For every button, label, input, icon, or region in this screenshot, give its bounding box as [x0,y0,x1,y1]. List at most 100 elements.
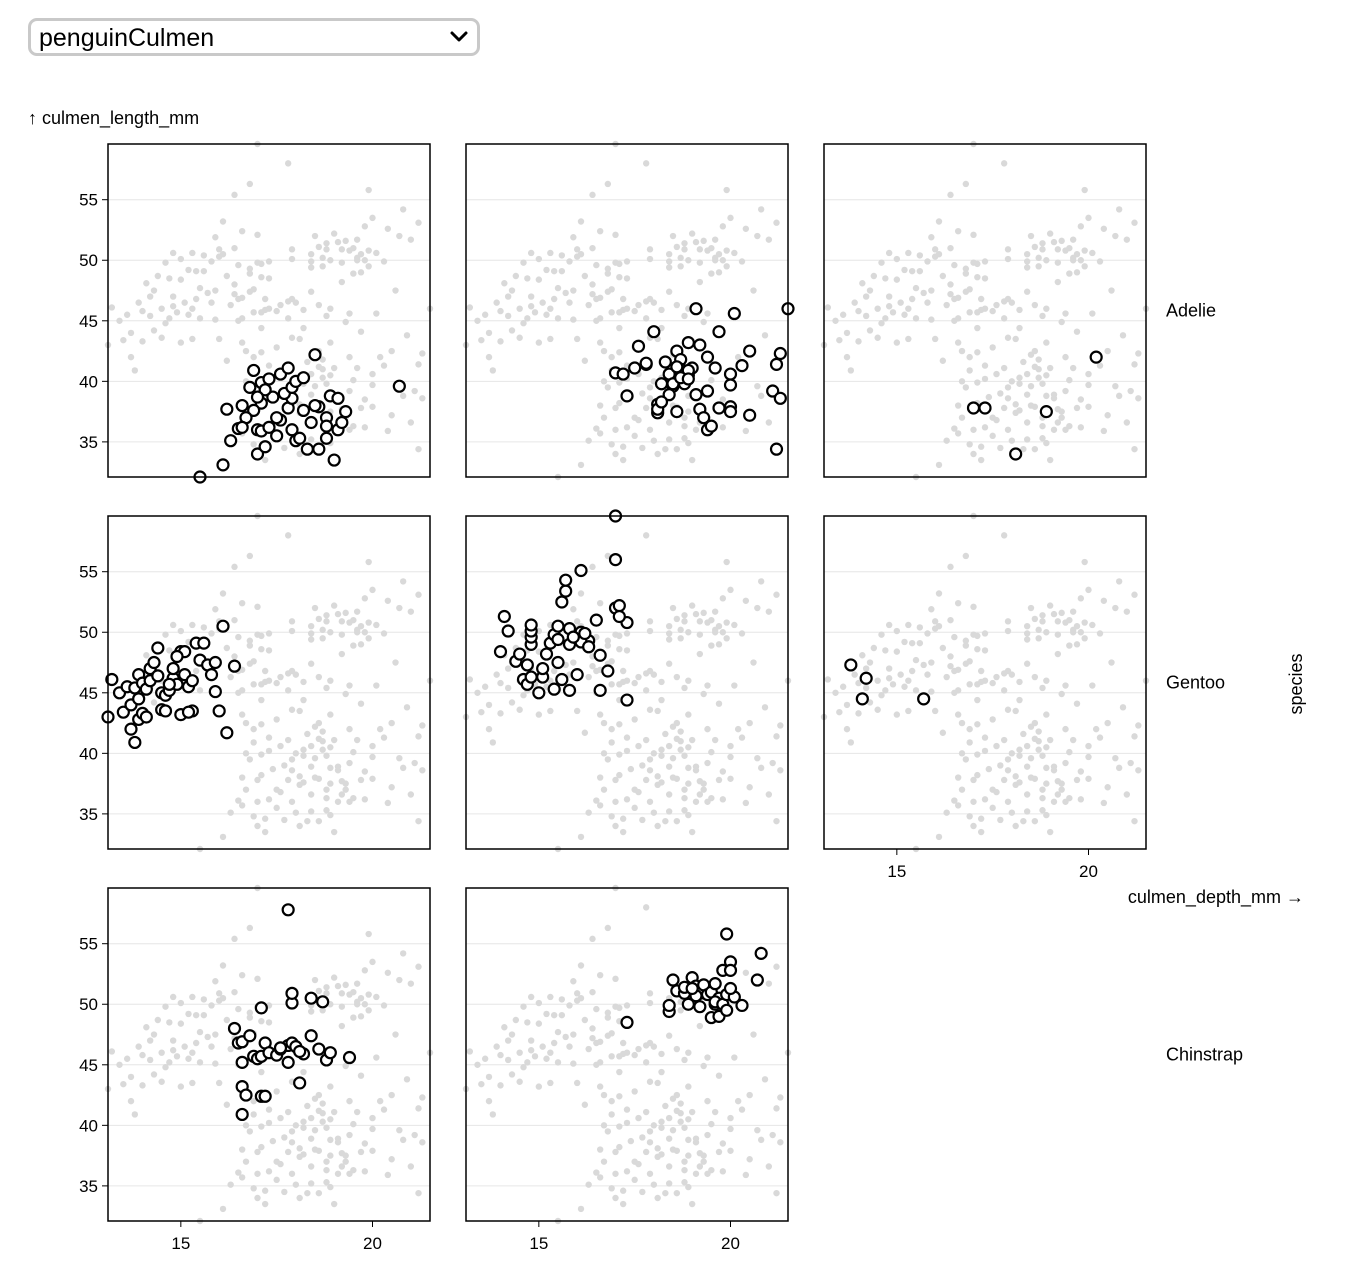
background-point [1012,335,1019,343]
background-point [258,1068,265,1076]
background-point [1016,324,1023,332]
data-point [235,1055,249,1069]
background-point [307,1180,315,1187]
data-point [539,647,554,661]
background-point [1104,719,1111,727]
data-point [513,647,527,661]
dataset-select[interactable]: penguinCulmen [28,18,480,56]
background-point [1100,225,1108,232]
background-point [200,252,208,259]
background-point [696,1022,704,1030]
background-point [658,746,665,753]
background-point [962,756,970,763]
background-point [773,219,780,226]
background-point [673,1189,681,1197]
background-point [754,382,761,390]
background-point [619,443,627,450]
background-point [330,602,338,609]
background-point [573,246,581,253]
background-point [619,295,627,303]
background-point [288,798,296,805]
background-point [947,281,954,288]
background-point [989,344,996,351]
background-point [338,246,346,253]
data-point [570,668,584,682]
data-point [559,573,573,587]
background-point [769,1131,776,1139]
background-point [254,603,261,611]
background-point [1046,602,1054,609]
background-point [1039,246,1046,253]
background-point [1004,426,1012,433]
background-point [711,236,719,243]
background-point [327,1183,334,1191]
background-point [951,633,958,641]
background-point [200,267,208,275]
background-point [1115,764,1123,772]
background-point [315,301,323,309]
background-point [619,1039,627,1047]
background-point [284,315,292,322]
background-point [361,768,369,775]
data-point [262,372,276,386]
background-point [951,425,958,432]
background-point [623,275,631,282]
data-point [566,630,580,644]
background-point [677,626,684,634]
background-point [388,1091,395,1099]
background-point [893,339,901,346]
background-point [1031,673,1039,681]
facet-panel: 15 20 [820,512,1150,881]
background-point [631,1176,638,1184]
data-point [216,619,230,633]
background-point [616,751,623,758]
data-point [339,405,353,419]
background-point [242,750,250,757]
background-point [654,822,661,830]
background-point [1023,742,1031,750]
background-point [1035,366,1042,373]
background-point [616,309,623,316]
background-point [962,637,970,644]
data-point [723,378,738,392]
background-point [608,1097,615,1105]
background-point [1085,403,1092,410]
background-point [1127,759,1134,767]
data-point [681,335,695,350]
background-point [504,293,512,300]
background-point [273,679,280,687]
background-point [265,647,273,654]
background-point [284,160,292,167]
background-point [223,272,231,280]
background-point [1000,532,1008,539]
background-point [330,974,338,981]
background-point [658,1124,665,1131]
background-point [139,1082,146,1089]
background-point [681,312,688,320]
background-point [535,1083,543,1090]
background-point [204,289,211,297]
background-point [258,632,265,640]
background-point [646,767,654,774]
background-point [658,1118,665,1125]
background-point [327,339,334,346]
background-point [215,246,223,253]
background-point [677,263,684,270]
background-point [974,751,981,758]
background-point [246,265,254,272]
background-point [1023,660,1031,667]
background-point [623,630,631,637]
background-point [577,218,585,225]
background-point [1050,238,1058,246]
background-point [162,259,169,266]
background-point [673,817,681,825]
background-point [508,1031,516,1038]
background-point [966,813,973,820]
data-point [220,402,234,416]
background-point [619,456,627,464]
background-point [1043,744,1050,751]
background-point [1035,356,1042,363]
background-point [1104,412,1111,419]
background-point [162,631,169,638]
background-point [685,1083,692,1090]
